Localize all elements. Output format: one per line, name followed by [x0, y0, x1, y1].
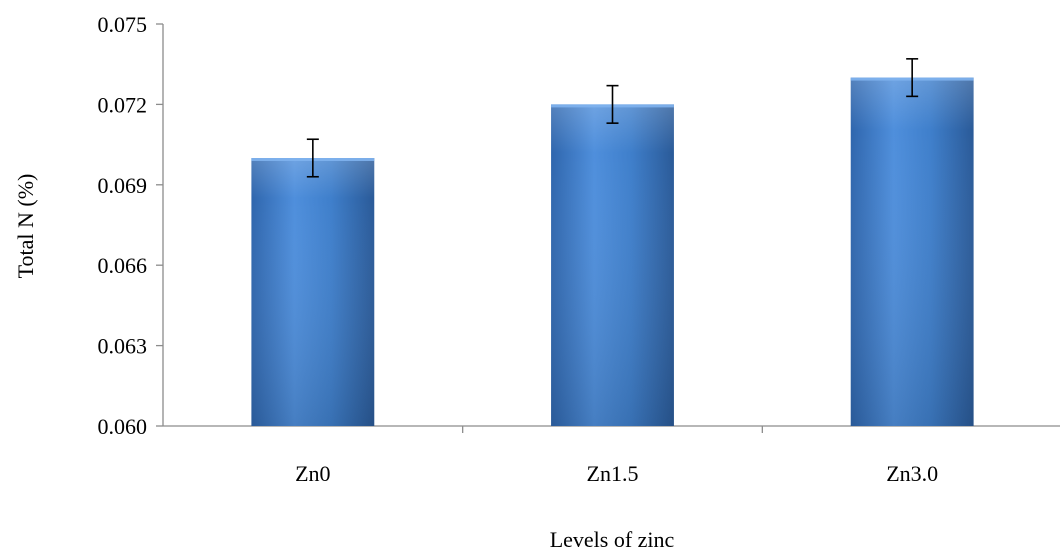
y-tick-label: 0.060 [98, 414, 148, 439]
y-axis-title: Total N (%) [13, 174, 38, 279]
x-axis-title: Levels of zinc [550, 527, 675, 552]
y-tick-label: 0.075 [98, 12, 148, 37]
y-axis: 0.060 0.063 0.066 0.069 0.072 0.075 [98, 12, 164, 439]
x-tick-label: Zn3.0 [886, 461, 938, 486]
error-bars [306, 58, 919, 178]
x-axis: Zn0 Zn1.5 Zn3.0 [163, 425, 1060, 486]
bar-shading [551, 104, 674, 427]
y-tick-label: 0.069 [98, 173, 148, 198]
y-tick-label: 0.072 [98, 92, 148, 117]
bars [251, 77, 974, 427]
bar-shading [251, 158, 375, 426]
x-tick-label: Zn1.5 [587, 461, 639, 486]
x-tick-label: Zn0 [295, 461, 330, 486]
y-tick-label: 0.066 [98, 253, 148, 278]
y-tick-label: 0.063 [98, 334, 148, 359]
bar-shading [850, 77, 974, 426]
